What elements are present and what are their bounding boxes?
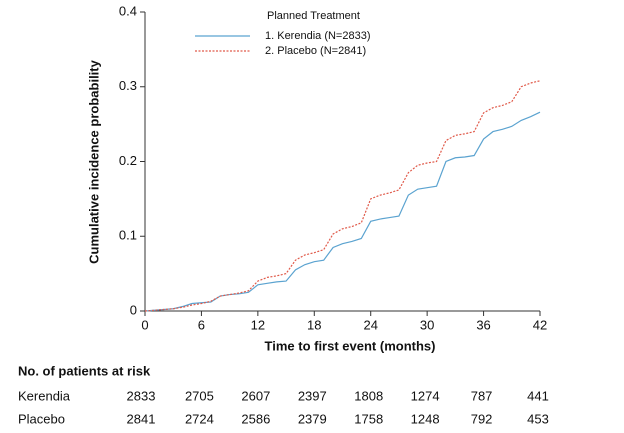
x-tick-label: 42	[533, 317, 547, 332]
x-tick-label: 12	[251, 317, 265, 332]
legend-title: Planned Treatment	[267, 10, 360, 22]
risk-count: 453	[527, 411, 549, 426]
y-tick-label: 0.1	[119, 228, 137, 243]
series-line	[144, 111, 541, 312]
legend-label: 2. Placebo (N=2841)	[265, 45, 366, 57]
risk-count: 1808	[354, 388, 383, 403]
x-axis-label: Time to first event (months)	[265, 338, 436, 353]
y-axis-label: Cumulative incidence probability	[86, 59, 101, 263]
risk-count: 2586	[241, 411, 270, 426]
y-tick-label: 0.2	[119, 153, 137, 168]
y-tick-label: 0.3	[119, 78, 137, 93]
x-tick-label: 18	[307, 317, 321, 332]
risk-count: 2607	[241, 388, 270, 403]
y-tick-label: 0.4	[119, 3, 137, 18]
risk-count: 1274	[411, 388, 440, 403]
risk-row-label: Placebo	[18, 411, 65, 426]
x-tick-label: 30	[420, 317, 434, 332]
risk-count: 1248	[411, 411, 440, 426]
x-tick-label: 0	[141, 317, 148, 332]
legend-label: 1. Kerendia (N=2833)	[265, 30, 370, 42]
risk-count: 2833	[127, 388, 156, 403]
risk-count: 1758	[354, 411, 383, 426]
series-line	[144, 80, 541, 312]
risk-count: 441	[527, 388, 549, 403]
risk-count: 2724	[185, 411, 214, 426]
x-tick-label: 24	[363, 317, 377, 332]
risk-count: 2397	[298, 388, 327, 403]
risk-count: 2705	[185, 388, 214, 403]
x-tick-label: 36	[476, 317, 490, 332]
x-tick-label: 6	[198, 317, 205, 332]
risk-table-title: No. of patients at risk	[18, 363, 151, 378]
risk-count: 792	[471, 411, 493, 426]
risk-count: 2841	[127, 411, 156, 426]
risk-count: 787	[471, 388, 493, 403]
risk-count: 2379	[298, 411, 327, 426]
y-tick-label: 0	[130, 302, 137, 317]
risk-row-label: Kerendia	[18, 388, 71, 403]
